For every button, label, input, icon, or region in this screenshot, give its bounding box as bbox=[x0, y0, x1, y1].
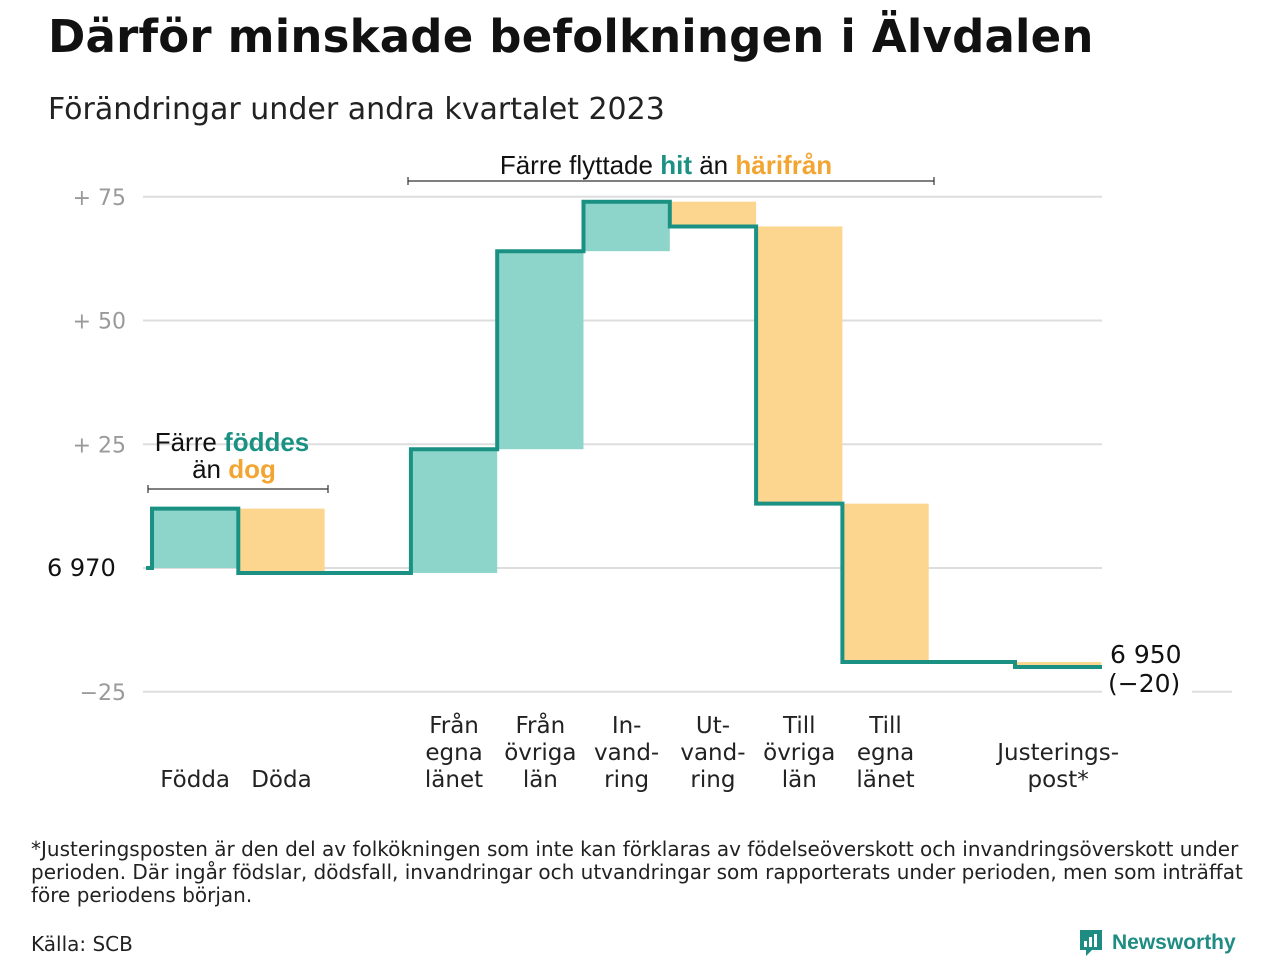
end-value-label: 6 950 bbox=[1110, 640, 1182, 669]
chart-title: Därför minskade befolkningen i Älvdalen bbox=[48, 10, 1094, 63]
category-label: övriga bbox=[504, 740, 576, 766]
births-annotation-line2: än dog bbox=[192, 454, 276, 484]
category-label: länet bbox=[856, 767, 914, 793]
footnote: *Justeringsposten är den del av folkökni… bbox=[31, 837, 1243, 907]
category-label: vand- bbox=[594, 740, 659, 766]
cumulative-step-line bbox=[146, 199, 1102, 669]
category-label: Ut- bbox=[696, 713, 730, 739]
moves-annotation: Färre flyttade hit än härifrån bbox=[500, 150, 832, 180]
y-tick-label: −25 bbox=[80, 681, 126, 706]
waterfall-bar bbox=[1015, 662, 1102, 667]
brand-logo[interactable]: Newsworthy bbox=[1078, 928, 1236, 958]
category-label: Från bbox=[429, 711, 479, 739]
category-label: ring bbox=[690, 767, 735, 793]
waterfall-bar bbox=[583, 201, 670, 252]
category-label: Från bbox=[516, 711, 566, 739]
category-label: egna bbox=[857, 740, 914, 766]
category-label: länet bbox=[425, 767, 483, 793]
category-label: Justerings- bbox=[995, 740, 1119, 766]
waterfall-bar bbox=[842, 503, 929, 663]
start-value-label: 6 970 bbox=[47, 554, 116, 582]
y-tick-label: + 75 bbox=[73, 186, 126, 211]
waterfall-bar bbox=[410, 449, 498, 573]
category-label: Födda bbox=[160, 767, 230, 793]
category-label: vand- bbox=[680, 740, 745, 766]
waterfall-bar bbox=[152, 508, 239, 568]
waterfall-bar bbox=[669, 201, 757, 227]
end-change-label: (−20) bbox=[1108, 669, 1180, 698]
category-label: Döda bbox=[251, 767, 311, 793]
category-label: post* bbox=[1028, 767, 1089, 793]
brand-name: Newsworthy bbox=[1112, 931, 1236, 954]
category-label: övriga bbox=[763, 740, 835, 766]
chart-subtitle: Förändringar under andra kvartalet 2023 bbox=[48, 92, 665, 127]
bar-chart-icon bbox=[1080, 930, 1102, 956]
y-tick-label: + 50 bbox=[73, 310, 126, 335]
y-tick-label: + 25 bbox=[73, 433, 126, 458]
category-label: Till bbox=[782, 713, 816, 739]
category-label: Till bbox=[868, 713, 902, 739]
category-label: ring bbox=[604, 767, 649, 793]
category-label: län bbox=[782, 767, 817, 793]
source-label: Källa: SCB bbox=[31, 932, 133, 956]
births-annotation-line1: Färre föddes bbox=[155, 427, 310, 457]
waterfall-bar bbox=[238, 508, 325, 573]
category-label: In- bbox=[612, 713, 642, 739]
waterfall-bar bbox=[497, 251, 584, 450]
category-label: egna bbox=[425, 740, 482, 766]
category-label: län bbox=[523, 767, 558, 793]
waterfall-bar bbox=[756, 226, 843, 504]
